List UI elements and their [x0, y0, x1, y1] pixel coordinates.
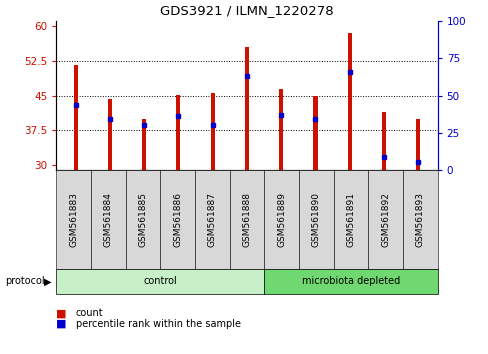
Text: GSM561889: GSM561889: [277, 192, 285, 247]
Text: GSM561883: GSM561883: [69, 192, 78, 247]
Text: GSM561886: GSM561886: [173, 192, 182, 247]
Bar: [108, 99, 112, 170]
Text: GSM561888: GSM561888: [242, 192, 251, 247]
Bar: [210, 93, 214, 170]
Bar: [313, 96, 317, 170]
Bar: [244, 47, 248, 170]
Text: control: control: [143, 276, 177, 286]
Title: GDS3921 / ILMN_1220278: GDS3921 / ILMN_1220278: [160, 4, 333, 17]
Bar: [381, 112, 385, 170]
Bar: [142, 119, 146, 170]
Text: count: count: [76, 308, 103, 318]
Text: percentile rank within the sample: percentile rank within the sample: [76, 319, 240, 329]
Text: GSM561885: GSM561885: [138, 192, 147, 247]
Bar: [415, 119, 420, 170]
Bar: [279, 88, 283, 170]
Bar: [176, 95, 180, 170]
Text: ■: ■: [56, 308, 66, 318]
Text: GSM561890: GSM561890: [311, 192, 320, 247]
Text: ■: ■: [56, 319, 66, 329]
Text: GSM561891: GSM561891: [346, 192, 355, 247]
Text: protocol: protocol: [5, 276, 44, 286]
Text: ▶: ▶: [44, 276, 51, 286]
Text: GSM561887: GSM561887: [207, 192, 216, 247]
Text: GSM561884: GSM561884: [103, 192, 113, 247]
Bar: [73, 65, 78, 170]
Bar: [347, 33, 351, 170]
Text: GSM561892: GSM561892: [380, 192, 389, 247]
Text: GSM561893: GSM561893: [415, 192, 424, 247]
Text: microbiota depleted: microbiota depleted: [301, 276, 399, 286]
